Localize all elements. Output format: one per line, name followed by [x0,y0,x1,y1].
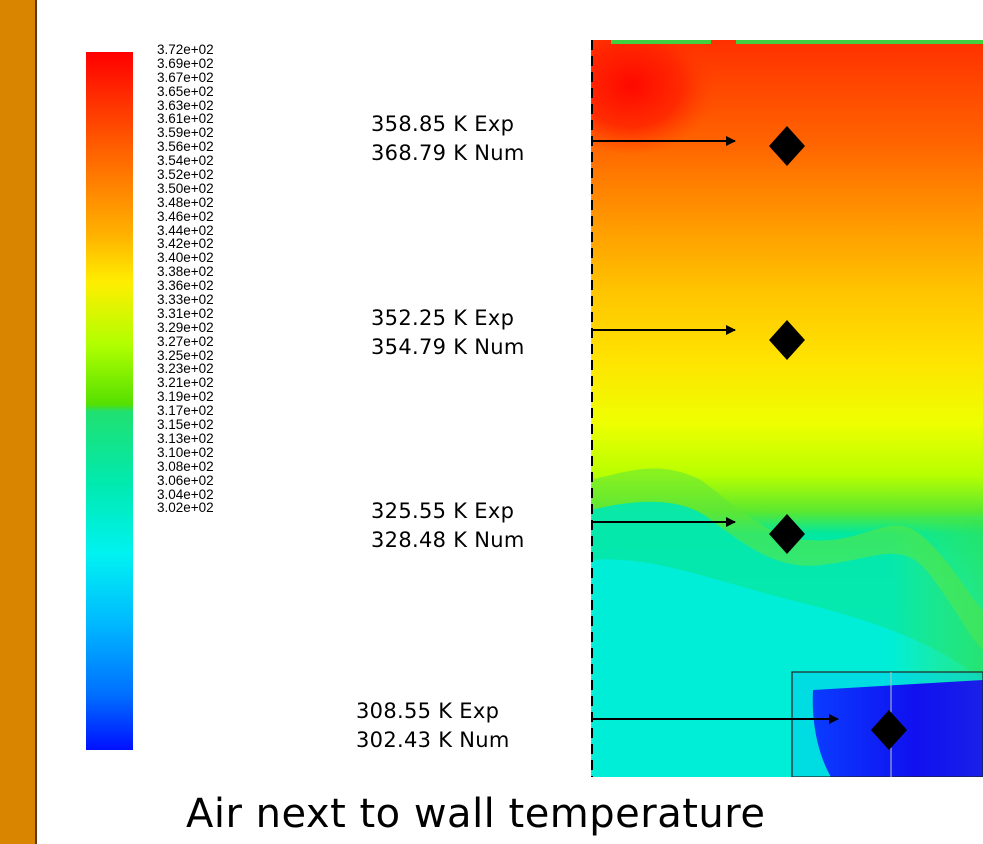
legend-tick-label: 3.23e+02 [157,361,214,377]
legend-tick-label: 3.67e+02 [157,69,214,85]
annotation-3-num: 328.48 K Num [371,528,525,552]
annotation-4-exp: 308.55 K Exp [356,699,500,723]
legend-tick-label: 3.59e+02 [157,125,214,141]
legend-tick-label: 3.50e+02 [157,180,214,196]
color-scale-bar [86,52,133,750]
legend-tick-label: 3.13e+02 [157,430,214,446]
annotation-1-exp: 358.85 K Exp [371,112,515,136]
legend-tick-label: 3.19e+02 [157,389,214,405]
annotation-3: 325.55 K Exp 328.48 K Num [371,497,525,555]
legend-tick-label: 3.10e+02 [157,444,214,460]
annotation-1-num: 368.79 K Num [371,141,525,165]
legend-tick-label: 3.48e+02 [157,194,214,210]
legend-tick-label: 3.04e+02 [157,486,214,502]
legend-tick-label: 3.42e+02 [157,236,214,252]
legend-tick-label: 3.27e+02 [157,333,214,349]
legend-tick-label: 3.25e+02 [157,347,214,363]
legend-tick-label: 3.38e+02 [157,264,214,280]
legend-tick-label: 3.65e+02 [157,83,214,99]
annotation-2: 352.25 K Exp 354.79 K Num [371,304,525,362]
annotation-3-exp: 325.55 K Exp [371,499,515,523]
legend-tick-label: 3.72e+02 [157,42,214,57]
legend-tick-label: 3.61e+02 [157,111,214,127]
legend-tick-label: 3.15e+02 [157,417,214,433]
legend-tick-label: 3.46e+02 [157,208,214,224]
legend-tick-label: 3.69e+02 [157,55,214,71]
legend-tick-label: 3.40e+02 [157,250,214,266]
legend-tick-label: 3.29e+02 [157,319,214,335]
legend-tick-label: 3.08e+02 [157,458,214,474]
legend-tick-label: 3.63e+02 [157,97,214,113]
annotation-1: 358.85 K Exp 368.79 K Num [371,110,525,168]
legend-tick-label: 3.21e+02 [157,375,214,391]
legend-tick-label: 3.31e+02 [157,305,214,321]
annotation-2-num: 354.79 K Num [371,335,525,359]
sidebar-bar [0,0,37,844]
legend-tick-label: 3.06e+02 [157,472,214,488]
temperature-contour-plot [591,40,983,777]
legend-tick-label: 3.44e+02 [157,222,214,238]
legend-tick-label: 3.52e+02 [157,167,214,183]
legend-tick-label: 3.33e+02 [157,292,214,308]
annotation-4-num: 302.43 K Num [356,728,510,752]
legend-tick-label: 3.36e+02 [157,278,214,294]
legend-tick-label: 3.56e+02 [157,139,214,155]
legend-tick-label: 3.02e+02 [157,500,214,516]
annotation-2-exp: 352.25 K Exp [371,306,515,330]
legend-tick-label: 3.17e+02 [157,403,214,419]
caption: Air next to wall temperature [186,791,766,837]
legend-tick-label: 3.54e+02 [157,153,214,169]
annotation-4: 308.55 K Exp 302.43 K Num [356,697,510,755]
legend-labels: 3.72e+02 3.69e+02 3.67e+02 3.65e+02 3.63e+02… [157,43,277,515]
